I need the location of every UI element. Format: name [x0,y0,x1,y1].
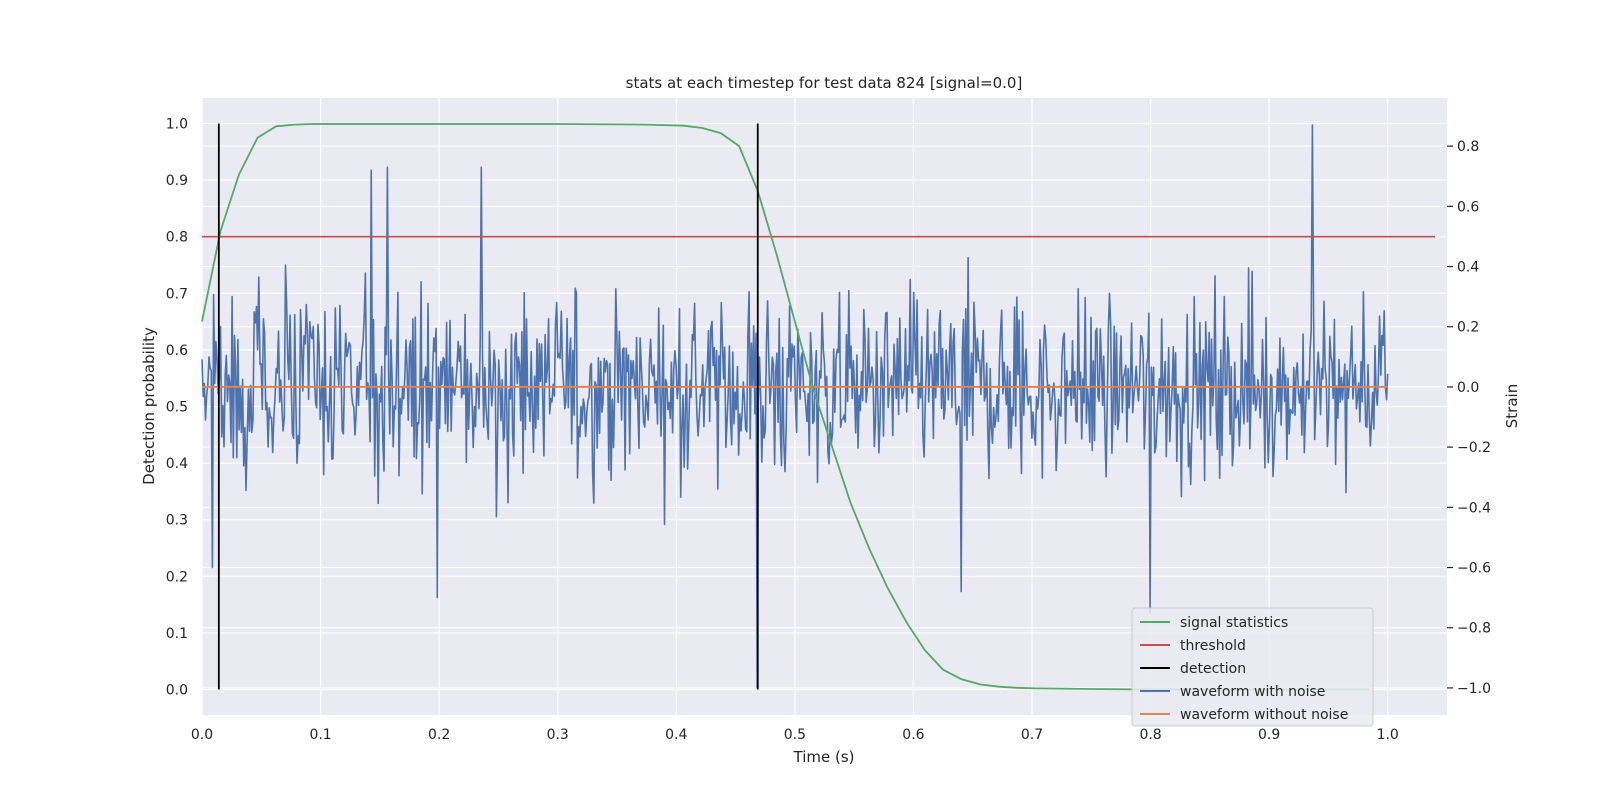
x-tick-label: 0.9 [1258,727,1280,743]
y2-tick-label: 0.2 [1457,320,1479,336]
legend-label: threshold [1180,638,1246,654]
x-axis-label: Time (s) [793,748,855,766]
legend-label: signal statistics [1180,615,1288,631]
y2-tick-label: −0.2 [1457,440,1491,456]
y-tick-label: 0.1 [166,626,188,642]
y-tick-label: 0.0 [166,683,188,699]
series-waveform-with-noise [201,124,1389,689]
y-tick-label: 0.9 [166,173,188,189]
y2-tick-label: −0.4 [1457,500,1491,516]
x-tick-label: 0.4 [665,727,687,743]
legend-label: waveform without noise [1180,707,1348,723]
y-tick-label: 0.5 [166,400,188,416]
x-tick-label: 0.2 [428,727,450,743]
x-tick-label: 0.0 [191,727,213,743]
y-tick-label: 1.0 [166,116,188,132]
x-tick-label: 1.0 [1377,727,1399,743]
y2-tick-label: −0.6 [1457,561,1491,577]
series-signal-statistics [201,123,1370,691]
y-tick-label: 0.3 [166,513,188,529]
y-axis-label: Detection probability [140,327,158,485]
y2-tick-label: 0.6 [1457,199,1479,215]
y2-tick-label: 0.0 [1457,380,1479,396]
axes-layer: 0.0 0.1 0.2 0.3 0.4 0.5 0.6 0.7 0.8 0.9 1.0 0.0 0.1 0… [166,116,1491,743]
y2-tick-label: −0.8 [1457,621,1491,637]
y-tick-label: 0.2 [166,569,188,585]
y-tick-label: 0.8 [166,230,188,246]
y-tick-label: 0.6 [166,343,188,359]
x-tick-label: 0.1 [309,727,331,743]
legend-label: detection [1180,661,1246,677]
y-tick-label: 0.7 [166,286,188,302]
y2-tick-label: 0.4 [1457,260,1479,276]
legend-box [1131,607,1374,727]
legend-label: waveform with noise [1180,684,1325,700]
legend: signal statistics threshold detection wavef… [1131,607,1374,727]
x-tick-label: 0.8 [1139,727,1161,743]
chart-title: stats at each timestep for test data 824… [626,74,1023,92]
y2-axis-label: Strain [1503,384,1521,428]
series-layer [201,123,1436,691]
y2-tick-label: 0.8 [1457,139,1479,155]
x-tick-label: 0.3 [547,727,569,743]
x-tick-label: 0.7 [1021,727,1043,743]
x-tick-label: 0.6 [902,727,924,743]
x-tick-label: 0.5 [784,727,806,743]
y-tick-label: 0.4 [166,456,188,472]
y2-tick-label: −1.0 [1457,681,1491,697]
